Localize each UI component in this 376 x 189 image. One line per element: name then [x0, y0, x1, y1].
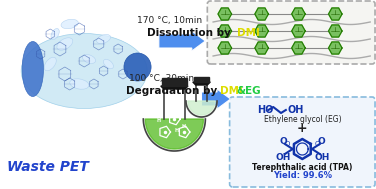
Text: OH: OH	[275, 153, 291, 161]
Polygon shape	[292, 25, 305, 37]
Polygon shape	[255, 8, 268, 20]
Ellipse shape	[57, 38, 73, 50]
Text: O: O	[314, 141, 320, 147]
Text: O: O	[285, 141, 291, 147]
Text: DMI: DMI	[237, 28, 260, 38]
Polygon shape	[161, 86, 188, 89]
Polygon shape	[218, 25, 232, 37]
Ellipse shape	[51, 29, 59, 40]
Text: Ethylene glycol (EG): Ethylene glycol (EG)	[264, 115, 341, 123]
Text: 170 °C, 10min: 170 °C, 10min	[137, 16, 202, 26]
Text: Yield: 99.6%: Yield: 99.6%	[273, 171, 332, 180]
Text: OH: OH	[288, 105, 304, 115]
Text: Degradation by: Degradation by	[126, 86, 221, 96]
Ellipse shape	[44, 57, 56, 71]
Text: +: +	[297, 122, 308, 136]
Polygon shape	[194, 77, 209, 82]
Polygon shape	[186, 101, 217, 117]
Ellipse shape	[70, 79, 89, 89]
Text: O: O	[186, 114, 190, 119]
Ellipse shape	[61, 19, 78, 29]
FancyBboxPatch shape	[230, 97, 375, 187]
Polygon shape	[329, 42, 342, 54]
Polygon shape	[292, 42, 305, 54]
Text: OH: OH	[314, 153, 329, 161]
Text: H: H	[182, 125, 186, 129]
Text: Waste PET: Waste PET	[8, 160, 89, 174]
Text: 100 °C, 30min: 100 °C, 30min	[129, 74, 194, 84]
Polygon shape	[292, 8, 305, 20]
Ellipse shape	[21, 33, 147, 108]
Text: Terephthalic acid (TPA): Terephthalic acid (TPA)	[252, 163, 353, 171]
Text: Dissolution by: Dissolution by	[147, 28, 235, 38]
Polygon shape	[145, 119, 203, 149]
Text: H: H	[174, 129, 178, 133]
Ellipse shape	[22, 42, 44, 97]
FancyArrow shape	[159, 31, 205, 51]
Polygon shape	[218, 8, 232, 20]
FancyArrow shape	[202, 89, 230, 109]
Text: O: O	[165, 112, 169, 116]
FancyBboxPatch shape	[207, 1, 375, 64]
Polygon shape	[143, 119, 205, 151]
Text: O: O	[318, 136, 326, 146]
Ellipse shape	[124, 53, 151, 81]
Polygon shape	[162, 78, 187, 86]
Polygon shape	[193, 82, 210, 85]
Text: &EG: &EG	[237, 86, 261, 96]
Polygon shape	[188, 101, 215, 115]
Polygon shape	[329, 8, 342, 20]
Polygon shape	[218, 42, 232, 54]
Polygon shape	[255, 42, 268, 54]
Ellipse shape	[82, 55, 96, 64]
Ellipse shape	[103, 59, 114, 69]
Text: H: H	[157, 119, 161, 123]
Text: O: O	[279, 136, 287, 146]
Polygon shape	[255, 25, 268, 37]
Ellipse shape	[97, 34, 111, 43]
Text: DMI: DMI	[220, 86, 243, 96]
Text: H: H	[170, 106, 174, 112]
Text: HO: HO	[257, 105, 273, 115]
Polygon shape	[329, 25, 342, 37]
